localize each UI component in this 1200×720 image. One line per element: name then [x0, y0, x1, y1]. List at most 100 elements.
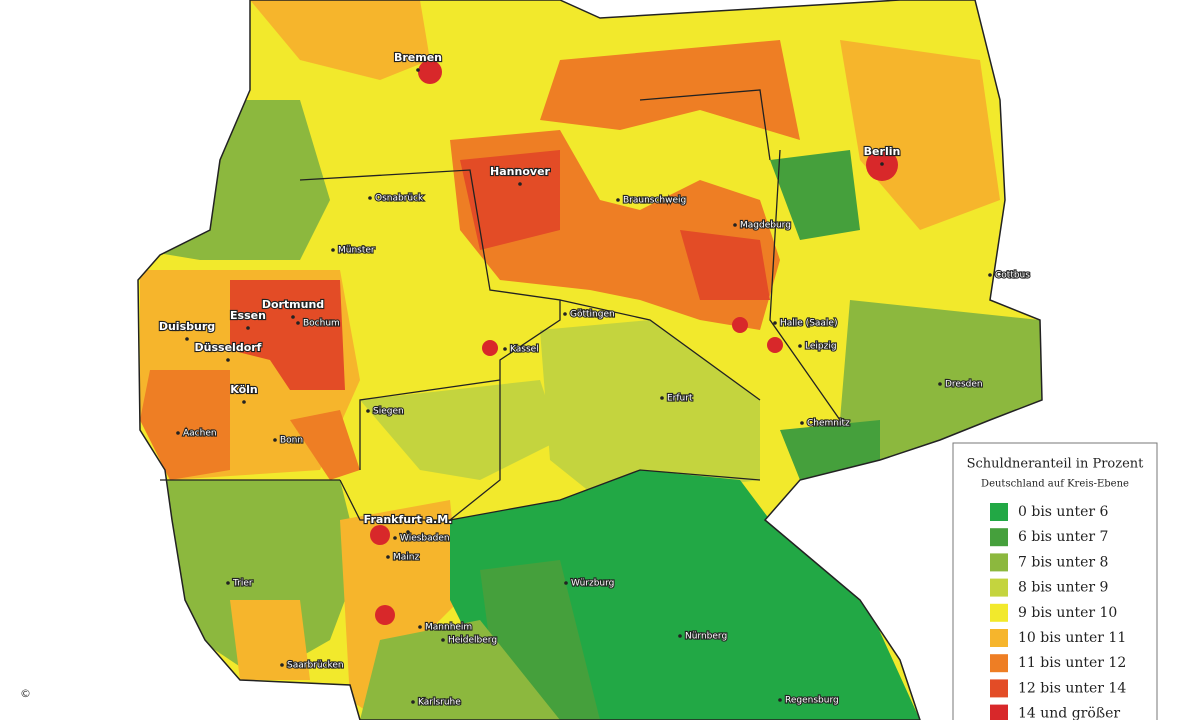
city-label: Berlin — [864, 145, 901, 158]
city-dot — [733, 223, 737, 227]
city-dot — [988, 273, 992, 277]
city-dot — [564, 581, 568, 585]
city-label: Duisburg — [159, 320, 215, 333]
city-dot — [518, 182, 522, 186]
city-area — [375, 605, 395, 625]
legend-label: 10 bis unter 11 — [1018, 630, 1126, 646]
city-dot — [296, 321, 300, 325]
city-label: Aachen — [183, 429, 217, 439]
city-dot — [418, 625, 422, 629]
legend-items: 0 bis unter 6 6 bis unter 7 7 bis unter 8 8… — [990, 503, 1126, 720]
cities: Bremen Hannover Berlin Osnabrück Braunschwei… — [158, 50, 1032, 709]
city-area — [370, 525, 390, 545]
city-label: Karlsruhe — [418, 698, 461, 708]
state-borders — [160, 89, 841, 521]
city-label: Münster — [338, 246, 375, 256]
copyright: © — [20, 687, 31, 700]
legend-swatch — [990, 528, 1008, 547]
city-label: Wiesbaden — [400, 534, 450, 544]
city-dot — [778, 698, 782, 702]
city-dot — [441, 638, 445, 642]
city-dot — [660, 396, 664, 400]
city-dot — [406, 530, 410, 534]
region — [360, 380, 560, 480]
city-label: Chemnitz — [807, 419, 850, 429]
city-label: Siegen — [373, 407, 404, 417]
city-label: Kassel — [510, 345, 539, 355]
city-label: Würzburg — [571, 579, 614, 589]
region — [780, 420, 880, 480]
city-label: Regensburg — [785, 696, 839, 706]
city-label: Osnabrück — [375, 194, 424, 204]
legend-swatch — [990, 654, 1008, 673]
city-label: Mainz — [393, 553, 419, 563]
region — [460, 150, 560, 250]
city-label: Erfurt — [667, 394, 693, 404]
region — [140, 370, 230, 480]
city-label: Leipzig — [805, 342, 837, 352]
region — [290, 410, 360, 480]
legend-label: 9 bis unter 10 — [1018, 605, 1117, 621]
region — [340, 500, 460, 720]
city-dot — [678, 634, 682, 638]
city-label: Saarbrücken — [287, 661, 344, 671]
city-label: Trier — [232, 579, 253, 589]
legend-swatch — [990, 629, 1008, 647]
city-label: Braunschweig — [623, 196, 686, 206]
city-dot — [616, 198, 620, 202]
city-label: Köln — [230, 383, 258, 396]
city-label: Bremen — [394, 51, 442, 64]
legend-label: 12 bis unter 14 — [1018, 680, 1126, 696]
region — [540, 320, 760, 500]
city-area — [732, 317, 748, 333]
city-label: Mannheim — [425, 623, 472, 633]
city-dot — [800, 421, 804, 425]
city-area — [482, 340, 498, 356]
region — [230, 280, 345, 390]
city-dot — [393, 536, 397, 540]
legend-label: 6 bis unter 7 — [1018, 529, 1108, 545]
legend-subtitle: Deutschland auf Kreis-Ebene — [981, 479, 1129, 490]
city-dot — [246, 326, 250, 330]
city-label: Essen — [230, 309, 266, 322]
legend-box — [952, 442, 1158, 720]
legend-swatch — [990, 704, 1008, 720]
city-label: Bonn — [280, 436, 303, 446]
city-label: Hannover — [490, 165, 550, 178]
region — [840, 40, 1000, 230]
city-dot — [185, 337, 189, 341]
city-dot — [331, 248, 335, 252]
city-label: Magdeburg — [740, 221, 791, 231]
region — [360, 620, 560, 720]
city-label: Bochum — [303, 319, 340, 329]
city-label: Halle (Saale) — [780, 319, 838, 329]
legend-title: Schuldneranteil in Prozent — [967, 457, 1145, 472]
city-dot — [880, 162, 884, 166]
city-dot — [411, 700, 415, 704]
city-dot — [366, 409, 370, 413]
region — [160, 480, 360, 680]
city-label: Cottbus — [995, 271, 1030, 281]
city-dot — [368, 196, 372, 200]
legend-label: 8 bis unter 9 — [1018, 580, 1108, 596]
city-dot — [291, 315, 295, 319]
legend-swatch — [990, 503, 1008, 521]
legend-swatch — [990, 578, 1008, 597]
legend-label: 14 und größer — [1018, 706, 1120, 720]
city-dot — [503, 347, 507, 351]
city-dot — [386, 555, 390, 559]
city-label: Frankfurt a.M. — [364, 513, 453, 526]
city-dot — [226, 581, 230, 585]
city-dot — [798, 344, 802, 348]
legend-swatch — [990, 679, 1008, 698]
city-label: Nürnberg — [685, 632, 727, 642]
region — [770, 150, 860, 240]
region — [540, 40, 800, 140]
city-dot — [280, 663, 284, 667]
city-label: Heidelberg — [448, 636, 497, 646]
region — [230, 600, 310, 680]
city-label: Düsseldorf — [195, 341, 262, 354]
city-dot — [773, 321, 777, 325]
